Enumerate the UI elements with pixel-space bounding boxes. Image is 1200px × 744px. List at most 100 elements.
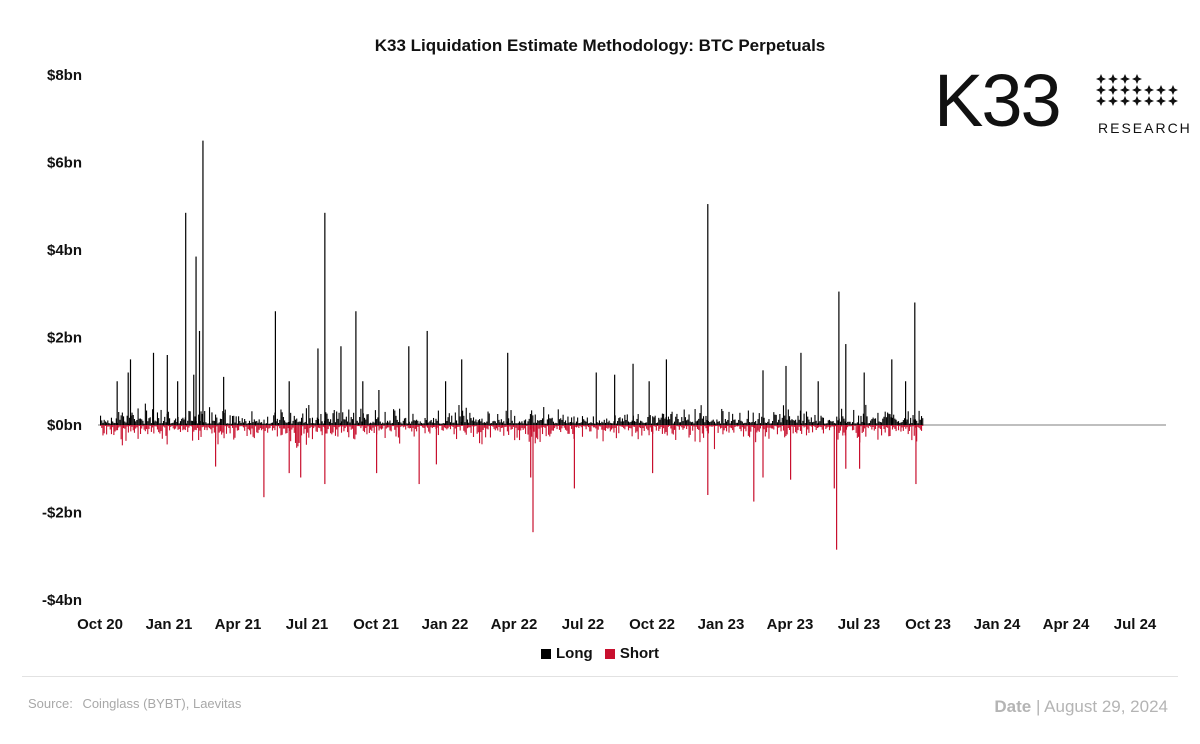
long-bar xyxy=(922,418,924,425)
long-bar xyxy=(465,407,467,425)
long-bar xyxy=(294,419,297,425)
short-bar xyxy=(660,425,662,427)
short-bar xyxy=(590,425,592,432)
short-bar xyxy=(518,425,521,441)
short-bar xyxy=(271,425,274,431)
long-bar xyxy=(439,423,441,425)
short-bar xyxy=(173,425,175,430)
long-bar xyxy=(280,409,282,425)
short-bar xyxy=(594,425,596,428)
short-bar xyxy=(813,425,815,427)
long-bar xyxy=(514,415,516,425)
long-bar xyxy=(354,423,356,425)
long-peak-bar xyxy=(800,352,802,425)
short-peak-bar xyxy=(859,425,861,469)
long-bar xyxy=(556,423,558,425)
x-tick-label: Jan 22 xyxy=(422,616,469,633)
long-bar xyxy=(635,421,637,425)
long-bar xyxy=(549,418,551,425)
short-bar xyxy=(546,425,548,427)
long-bar xyxy=(609,422,611,425)
short-bar xyxy=(270,425,272,426)
long-bar xyxy=(486,421,488,425)
long-bar xyxy=(144,403,146,425)
short-bar xyxy=(235,425,237,428)
short-bar xyxy=(548,425,550,435)
short-bar xyxy=(276,425,278,437)
long-bar xyxy=(475,419,477,425)
long-bar xyxy=(781,417,783,425)
short-bar xyxy=(596,425,598,439)
short-bar xyxy=(816,425,818,429)
long-bar xyxy=(420,422,422,425)
short-bar xyxy=(393,425,395,427)
long-bar xyxy=(568,422,570,425)
short-bar xyxy=(348,425,350,438)
short-bar xyxy=(758,425,760,432)
long-bar xyxy=(176,421,178,425)
long-bar xyxy=(269,423,271,425)
short-bar xyxy=(221,425,223,435)
long-bar xyxy=(636,418,638,425)
short-bar xyxy=(584,425,586,427)
long-peak-bar xyxy=(845,344,847,425)
long-bar xyxy=(173,420,175,425)
long-bar xyxy=(826,423,828,425)
short-bar xyxy=(818,425,820,428)
long-bar xyxy=(531,410,533,425)
short-peak-bar xyxy=(652,425,654,474)
long-bar xyxy=(805,411,808,425)
long-bar xyxy=(682,421,684,425)
long-bar xyxy=(897,421,900,425)
short-bar xyxy=(678,425,680,430)
long-bar xyxy=(518,421,521,425)
long-bar xyxy=(831,421,833,425)
short-bar xyxy=(591,425,593,427)
long-bar xyxy=(414,420,416,425)
short-bar xyxy=(901,425,903,428)
long-bar xyxy=(296,418,298,425)
short-bar xyxy=(889,425,891,436)
short-bar xyxy=(705,425,707,429)
long-bar xyxy=(279,419,281,425)
short-bar xyxy=(608,425,610,428)
long-bar xyxy=(390,423,392,425)
long-bar xyxy=(371,423,373,425)
long-bar xyxy=(761,416,763,425)
long-bar xyxy=(769,423,771,425)
short-bar xyxy=(867,425,869,429)
short-bar xyxy=(184,425,186,431)
long-bar xyxy=(661,413,663,425)
short-bar xyxy=(124,425,126,429)
long-bar xyxy=(753,422,755,425)
long-bar xyxy=(830,421,832,425)
long-bar xyxy=(158,418,160,425)
short-bar xyxy=(242,425,244,428)
long-bar xyxy=(896,421,898,425)
short-bar xyxy=(785,425,787,436)
short-bar xyxy=(363,425,366,433)
y-tick-label: $6bn xyxy=(47,155,82,172)
long-bar xyxy=(893,414,895,425)
short-peak-bar xyxy=(288,425,290,474)
short-bar xyxy=(769,425,771,428)
long-bar xyxy=(811,422,814,425)
short-bar xyxy=(683,425,685,429)
short-bar xyxy=(166,425,168,445)
short-bar xyxy=(761,425,763,427)
long-bar xyxy=(125,422,127,425)
long-bar xyxy=(744,422,746,425)
short-bar xyxy=(704,425,706,427)
date-label: Date xyxy=(994,697,1032,716)
short-peak-bar xyxy=(833,425,835,489)
long-bar xyxy=(155,421,157,425)
long-bar xyxy=(887,412,889,425)
long-bar xyxy=(700,405,702,425)
short-bar xyxy=(585,425,587,430)
long-bar xyxy=(353,412,355,425)
short-bar xyxy=(336,425,338,430)
long-bar xyxy=(328,421,330,425)
long-bar xyxy=(908,423,910,425)
short-bar xyxy=(127,425,129,433)
long-bar xyxy=(845,423,848,425)
